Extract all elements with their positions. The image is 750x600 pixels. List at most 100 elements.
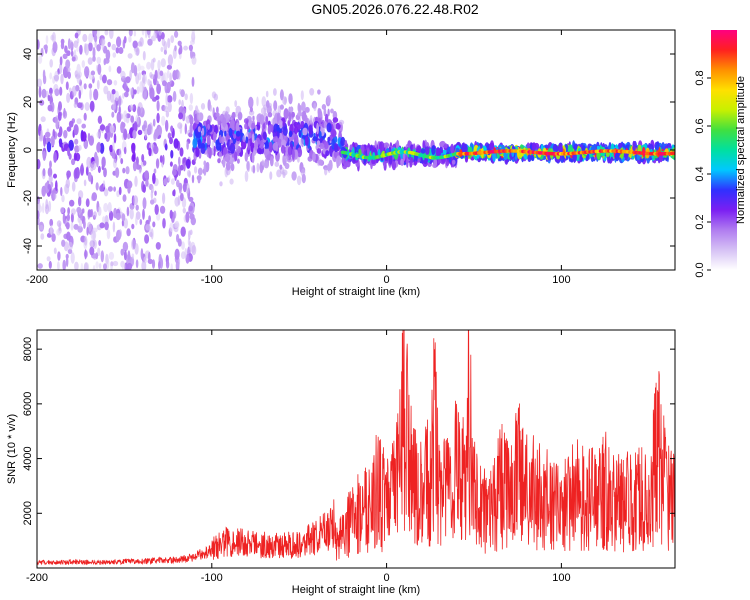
spectrogram-cell (95, 182, 99, 191)
spectrogram-cell (123, 250, 127, 261)
x-tick-label: -100 (201, 572, 223, 584)
spectrogram-cell (88, 83, 93, 89)
spectrogram-cell (125, 76, 131, 84)
spectrogram-cell (252, 115, 255, 121)
spectrogram-cell (222, 158, 226, 168)
spectrogram-cell (283, 96, 287, 106)
spectrogram-cell (296, 147, 303, 158)
spectrogram-cell (169, 209, 173, 219)
spectrogram-cell (251, 133, 255, 143)
spectrogram-cell (316, 148, 322, 154)
spectrogram-cell (81, 208, 85, 214)
spectrogram-cell (109, 144, 114, 153)
spectrogram-cell (78, 89, 82, 100)
spectrogram-cell (137, 106, 141, 117)
spectrogram-cell (173, 138, 179, 149)
spectrogram-cell (169, 72, 172, 85)
spectrogram-cell (334, 143, 339, 153)
spectrogram-cell (109, 124, 115, 134)
spectrogram-cell (397, 155, 401, 165)
spectrogram-cell (65, 222, 70, 230)
spectrogram-cell (332, 117, 339, 123)
spectrogram-cell (323, 107, 327, 117)
colorbar-tick-label: 0.2 (694, 214, 706, 229)
spectrogram-cell (246, 160, 251, 173)
snr-line (37, 330, 675, 566)
spectrogram-cell (65, 59, 71, 69)
spectrogram-cell (191, 56, 197, 65)
spectrogram-cell (96, 131, 101, 139)
spectrogram-cell (77, 225, 83, 233)
spectrogram-cell (291, 171, 297, 181)
spectrogram-cell (74, 138, 79, 145)
spectrogram-cell (188, 170, 191, 178)
spectrogram-cell (265, 100, 270, 109)
spectrogram-cell (123, 218, 128, 229)
spectrogram-cell (203, 160, 207, 166)
spectrogram-cell (98, 240, 102, 246)
spectrogram-cell (224, 130, 227, 137)
spectrogram-cell (248, 117, 252, 128)
spectrogram-cell (336, 155, 342, 167)
spectrogram-cell (123, 36, 127, 44)
spectrogram-cell (132, 161, 137, 172)
spectrogram-cell (154, 69, 158, 82)
spectrogram-cell (102, 216, 106, 224)
spectrogram-cell (73, 152, 77, 161)
spectrogram-cell (180, 226, 186, 237)
spectrogram-cell (618, 142, 623, 148)
spectrogram-cell (235, 105, 242, 114)
spectrogram-cell (144, 170, 150, 179)
x-tick-label: 100 (552, 274, 570, 286)
spectrogram-cell (229, 119, 236, 130)
spectrogram-cell (267, 112, 273, 118)
spectrogram-cell (157, 59, 161, 70)
spectrogram-cell (167, 54, 173, 66)
spectrogram-cell (312, 136, 318, 142)
spectrogram-cell (236, 158, 240, 164)
spectrogram-cell (191, 245, 197, 256)
spectrogram-cell (162, 154, 165, 165)
spectrogram-cell (552, 143, 558, 152)
spectrogram-cell (89, 100, 95, 112)
spectrogram-cell (82, 33, 88, 43)
spectrogram-cell (291, 148, 295, 160)
spectrogram-cell (284, 162, 290, 170)
spectrogram-cell (101, 74, 107, 84)
spectrogram-cell (614, 152, 620, 162)
spectrogram-cell (229, 178, 234, 185)
spectrogram-cell (122, 167, 126, 174)
spectrogram-cell (107, 202, 112, 213)
spectrogram-cell (184, 93, 188, 101)
spectrogram-cell (99, 73, 103, 81)
spectrogram-cell (118, 186, 122, 196)
spectrogram-cell (234, 100, 238, 108)
figure-title: GN05.2026.076.22.48.R02 (311, 1, 479, 17)
spectrogram-cell (84, 66, 90, 78)
spectrogram-cell (341, 157, 345, 164)
spectrogram-cell (83, 179, 87, 187)
spectrogram-cell (302, 127, 308, 136)
spectrogram-cell (263, 107, 267, 119)
spectrogram-cell (289, 106, 293, 113)
spectrogram-cell (252, 164, 256, 174)
spectrogram-cell (188, 240, 192, 251)
spectrogram-cell (62, 212, 66, 224)
spectrogram-cell (233, 133, 237, 139)
spectrogram-cell (112, 158, 117, 169)
spectrogram-cell (137, 63, 141, 72)
spectrogram-cell (88, 135, 95, 146)
spectrogram-cell (99, 142, 105, 154)
spectrogram-cell (234, 151, 238, 162)
spectrogram-cell (308, 124, 313, 135)
spectrogram-cell (126, 262, 133, 270)
spectrogram-cell (195, 147, 200, 158)
spectrogram-cell (304, 136, 309, 147)
spectrogram-cell (58, 222, 62, 232)
spectrogram-cell (189, 92, 194, 105)
spectrogram-cell (294, 137, 297, 150)
spectrogram-cell (100, 250, 105, 263)
spectrogram-cell (48, 260, 52, 269)
spectrogram-cell (134, 175, 138, 187)
